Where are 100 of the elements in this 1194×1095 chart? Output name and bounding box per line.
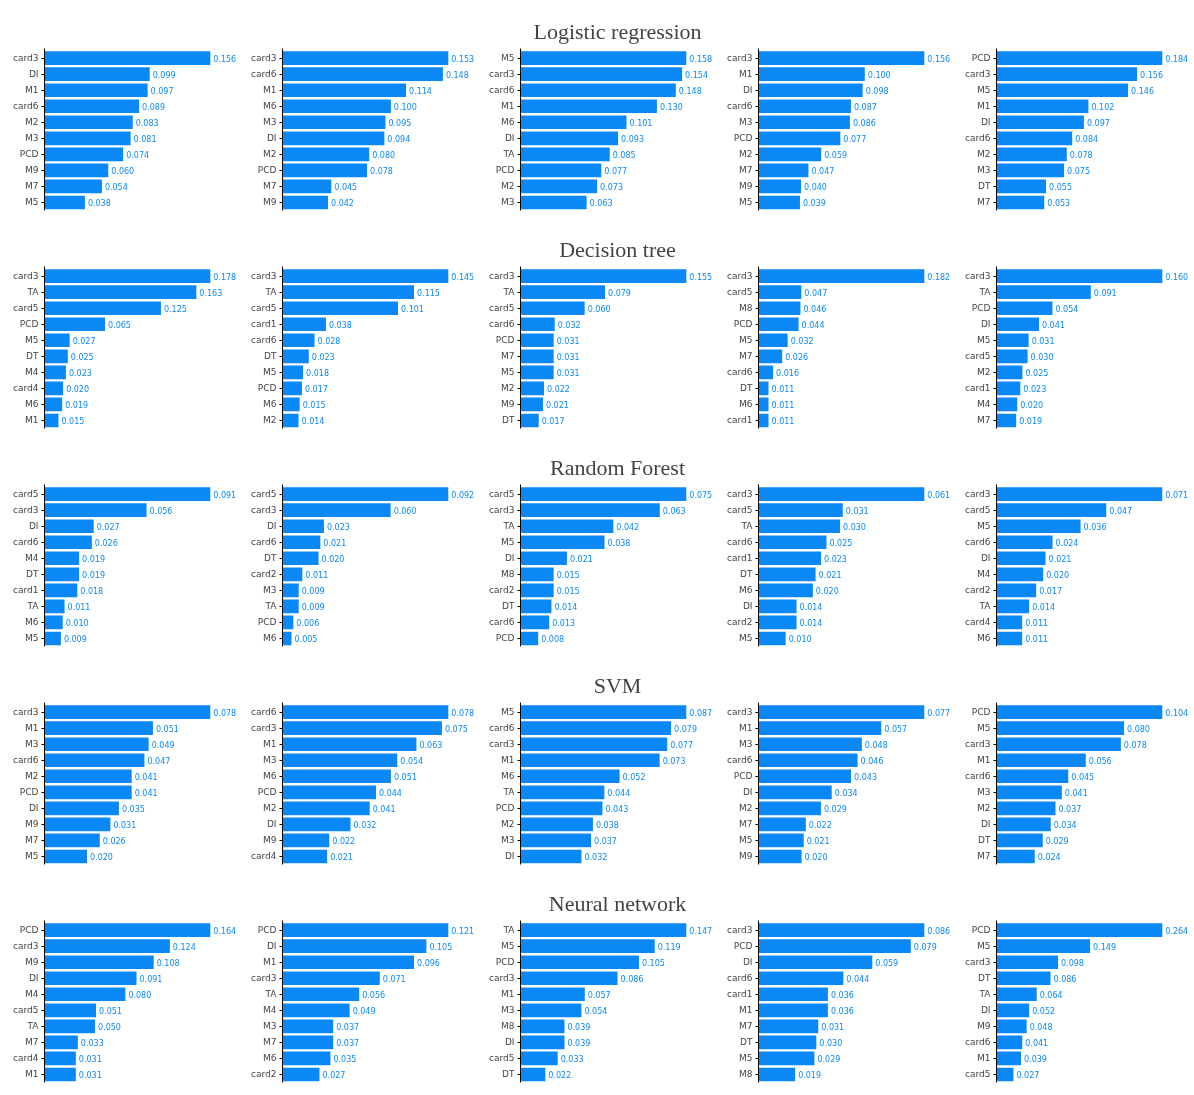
y-tick-label: card2 [251,569,277,580]
y-tick-label: M7 [25,181,39,192]
y-tick-label: card1 [727,553,753,564]
data-label: 0.020 [1020,400,1044,410]
data-label: 0.031 [556,368,580,378]
y-tick-label: card3 [965,69,991,80]
data-label: 0.021 [818,570,842,580]
data-label: 0.021 [545,400,569,410]
data-label: 0.029 [1045,836,1069,846]
y-tick-label: M3 [739,117,753,128]
y-tick-label: card4 [251,851,277,862]
data-label: 0.025 [829,538,853,548]
data-label: 0.060 [393,506,417,516]
data-label: 0.087 [853,102,877,112]
data-label: 0.060 [111,166,135,176]
y-tick-label: card3 [251,973,277,984]
data-label: 0.022 [548,1070,572,1080]
data-label: 0.016 [776,368,799,378]
y-tick-label: M9 [263,835,277,846]
data-label: 0.079 [674,724,697,734]
data-label: 0.028 [317,336,341,346]
data-label: 0.102 [1091,102,1115,112]
y-tick-label: M6 [263,771,277,782]
data-label: 0.125 [163,304,187,314]
y-tick-label: M2 [977,803,991,814]
data-label: 0.022 [547,384,570,394]
y-tick-label: card5 [13,489,39,500]
y-tick-label: M4 [977,569,991,580]
data-label: 0.146 [1131,86,1154,96]
y-tick-label: M3 [263,585,277,596]
y-tick-label: M9 [25,165,39,176]
y-tick-label: M7 [977,197,991,208]
y-tick-label: PCD [257,925,277,936]
y-tick-label: card3 [727,271,753,282]
y-tick-label: M3 [263,755,277,766]
y-tick-label: M7 [977,851,991,862]
y-tick-label: M5 [739,633,753,644]
data-label: 0.009 [301,586,325,596]
y-tick-label: M3 [501,835,515,846]
y-tick-label: card5 [251,303,277,314]
y-tick-label: PCD [495,957,515,968]
y-tick-label: M5 [977,521,991,532]
data-label: 0.020 [1046,570,1070,580]
y-tick-label: M5 [25,633,39,644]
y-tick-label: M1 [263,957,277,968]
data-label: 0.121 [451,926,475,936]
y-tick-label: M5 [977,723,991,734]
data-label: 0.006 [296,618,320,628]
data-label: 0.032 [557,320,581,330]
data-label: 0.089 [142,102,165,112]
y-tick-label: M2 [977,367,991,378]
data-label: 0.013 [552,618,576,628]
data-label: 0.047 [147,756,171,766]
data-label: 0.031 [78,1054,102,1064]
y-tick-label: DT [502,1069,515,1080]
y-tick-label: M5 [501,537,515,548]
data-label: 0.108 [156,958,180,968]
y-tick-label: TA [502,521,516,532]
data-label: 0.039 [567,1022,591,1032]
data-label: 0.099 [152,70,176,80]
y-tick-label: card2 [489,585,515,596]
data-label: 0.086 [1053,974,1077,984]
y-tick-label: card3 [727,489,753,500]
y-tick-label: M1 [25,415,39,426]
data-label: 0.020 [804,852,828,862]
y-tick-label: card6 [489,723,515,734]
data-label: 0.075 [1067,166,1090,176]
data-label: 0.026 [94,538,118,548]
data-label: 0.057 [587,990,611,1000]
y-tick-label: M2 [501,181,515,192]
data-label: 0.044 [379,788,402,798]
y-tick-label: card6 [13,537,39,548]
data-label: 0.017 [541,416,565,426]
data-label: 0.037 [594,836,617,846]
data-label: 0.156 [213,54,237,64]
data-label: 0.030 [819,1038,843,1048]
y-tick-label: PCD [257,383,277,394]
y-tick-label: M5 [501,707,515,718]
y-tick-label: card3 [251,723,277,734]
data-label: 0.077 [927,708,951,718]
y-tick-label: card3 [965,739,991,750]
y-tick-label: M4 [977,399,991,410]
data-label: 0.036 [830,1006,854,1016]
y-tick-label: M3 [739,739,753,750]
y-tick-label: TA [502,287,516,298]
data-label: 0.026 [785,352,809,362]
data-label: 0.020 [321,554,345,564]
data-label: 0.049 [352,1006,376,1016]
data-label: 0.031 [1031,336,1055,346]
y-tick-label: PCD [19,787,39,798]
chart-title: Neural network [548,890,687,916]
y-tick-label: DI [28,521,39,532]
data-label: 0.021 [330,852,354,862]
data-label: 0.040 [804,182,827,192]
y-tick-label: M9 [263,197,277,208]
data-label: 0.033 [80,1038,104,1048]
data-label: 0.145 [451,272,475,282]
data-label: 0.086 [927,926,951,936]
y-tick-label: DI [266,819,277,830]
y-tick-label: PCD [971,925,991,936]
